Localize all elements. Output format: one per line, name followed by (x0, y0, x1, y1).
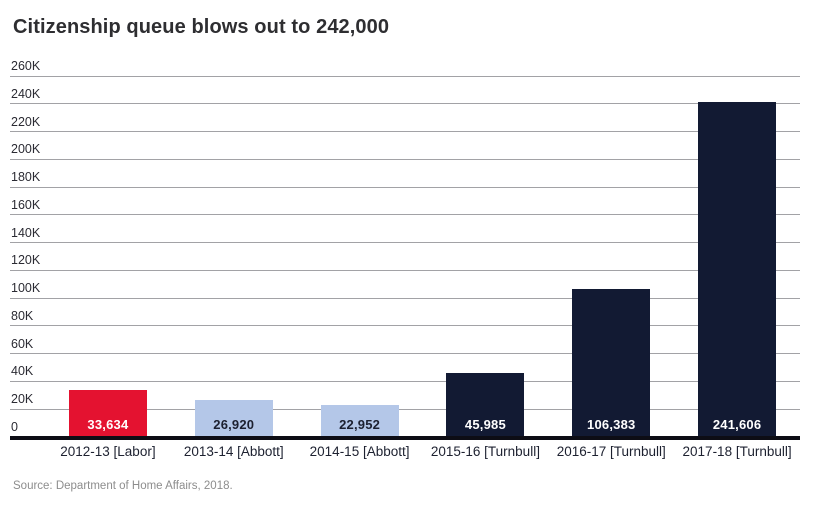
x-axis-label: 2016-17 [Turnbull] (556, 444, 666, 459)
x-axis-label: 2014-15 [Abbott] (309, 444, 410, 459)
gridline-260K (10, 75, 800, 77)
bar-2016-17 [Turnbull]: 106,383 (572, 289, 651, 437)
bar-value-label: 33,634 (87, 417, 129, 432)
bar-value-label: 106,383 (587, 417, 636, 432)
gridline-240K (10, 103, 800, 105)
x-axis-label: 2013-14 [Abbott] (183, 444, 284, 459)
y-tick-label-120K: 120K (11, 253, 41, 268)
bar-value-label: 22,952 (339, 417, 381, 432)
y-tick-label-20K: 20K (11, 392, 34, 407)
bar-value-label: 26,920 (213, 417, 255, 432)
bar-chart-plot-area: 0 20K 40K 60K 80K 100K 120K 140K 160K 180K 200K 220… (10, 59, 800, 459)
y-tick-label-60K: 60K (11, 336, 34, 351)
y-tick-label-40K: 40K (11, 364, 34, 379)
y-tick-label-0: 0 (11, 420, 18, 434)
gridline-100K (10, 297, 800, 299)
y-tick-label-100K: 100K (11, 281, 41, 296)
bar-2017-18 [Turnbull]: 241,606 (698, 101, 777, 437)
bar-2015-16 [Turnbull]: 45,985 (446, 373, 525, 437)
y-tick-label-240K: 240K (11, 86, 41, 101)
chart-title: Citizenship queue blows out to 242,000 (13, 16, 390, 38)
y-tick-label-200K: 200K (11, 142, 41, 157)
bar-2013-14 [Abbott]: 26,920 (194, 399, 273, 437)
gridline-120K (10, 269, 800, 271)
y-tick-label-260K: 260K (11, 59, 41, 73)
x-axis-label: 2015-16 [Turnbull] (430, 444, 540, 459)
gridline-220K (10, 131, 800, 133)
y-tick-label-80K: 80K (11, 308, 34, 323)
y-tick-label-160K: 160K (11, 197, 41, 212)
bar-2012-13 [Labor]: 33,634 (68, 390, 147, 437)
gridline-40K (10, 380, 800, 382)
bar-2014-15 [Abbott]: 22,952 (320, 405, 399, 437)
x-axis-label: 2012-13 [Labor] (60, 444, 156, 459)
gridline-180K (10, 186, 800, 188)
y-tick-label-220K: 220K (11, 114, 41, 129)
y-tick-label-180K: 180K (11, 170, 41, 185)
gridline-60K (10, 353, 800, 355)
gridline-140K (10, 242, 800, 244)
x-axis-line (10, 436, 800, 440)
gridline-80K (10, 325, 800, 327)
gridline-20K (10, 408, 800, 410)
x-axis-label: 2017-18 [Turnbull] (682, 444, 792, 459)
gridline-200K (10, 158, 800, 160)
bar-value-label: 241,606 (712, 417, 762, 432)
bar-value-label: 45,985 (464, 417, 506, 432)
y-tick-label-140K: 140K (11, 225, 41, 240)
gridline-160K (10, 214, 800, 216)
source-note: Source: Department of Home Affairs, 2018… (13, 480, 233, 492)
